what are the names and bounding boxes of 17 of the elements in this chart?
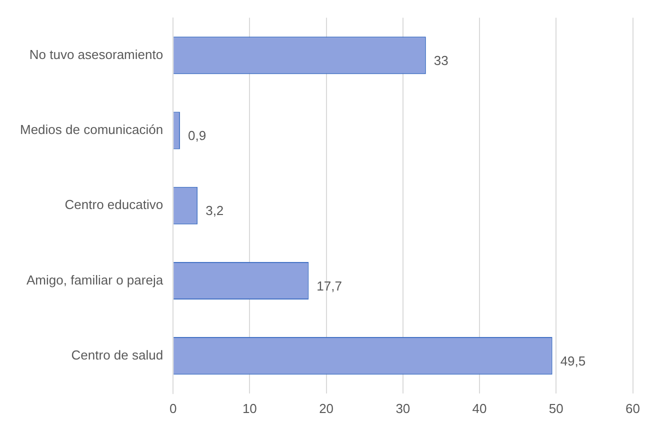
x-tick-label: 60	[626, 400, 640, 416]
x-tick-label: 0	[169, 400, 177, 416]
y-tick-label: Medios de comunicación	[20, 122, 164, 138]
y-tick-label: Amigo, familiar o pareja	[26, 272, 164, 288]
x-tick-label: 20	[319, 400, 334, 416]
y-tick-label: No tuvo asesoramiento	[29, 46, 164, 62]
x-tick-label: 40	[472, 400, 487, 416]
data-label: 0,9	[188, 128, 206, 144]
data-label: 3,2	[206, 203, 224, 218]
y-tick-label: Centro educativo	[64, 197, 164, 212]
x-tick-label: 10	[242, 400, 257, 416]
y-tick-label: Centro de salud	[71, 347, 164, 362]
data-label: 49,5	[560, 353, 586, 368]
x-tick-label: 50	[548, 400, 564, 416]
data-label: 17,7	[316, 278, 342, 294]
x-tick-label: 30	[396, 400, 410, 416]
data-label: 33	[434, 52, 448, 68]
